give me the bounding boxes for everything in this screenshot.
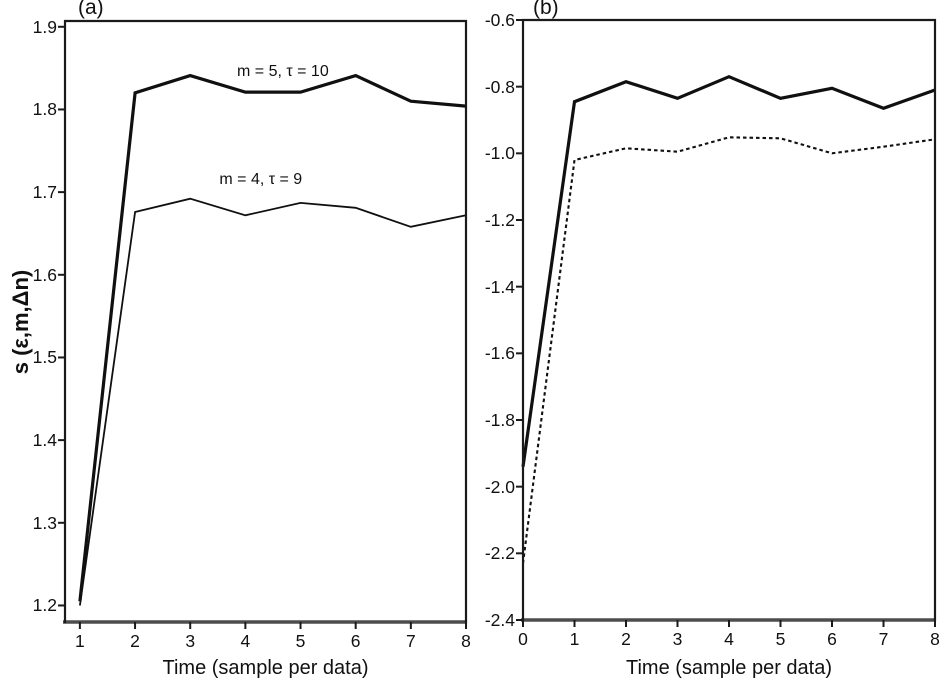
series-line-dashed-panel-b	[521, 136, 936, 564]
series-line-solid-thick-panel-b	[521, 74, 936, 467]
x-tick-label: 1	[75, 631, 85, 651]
y-tick-label: 1.3	[32, 512, 57, 533]
panel-b-label: (b)	[533, 0, 559, 19]
x-tick-label: 5	[775, 629, 786, 649]
y-tick-label: 1.4	[32, 430, 57, 451]
y-tick-label: -1.0	[484, 143, 515, 164]
x-tick-label: 8	[930, 629, 940, 649]
y-tick-label: -2.2	[484, 543, 515, 564]
series-label-m5-t10: m = 5, τ = 10	[237, 63, 329, 81]
x-tick-label: 2	[621, 629, 631, 649]
x-tick-label: 7	[405, 631, 416, 651]
x-tick-label: 8	[461, 631, 471, 651]
y-tick-label: -0.6	[484, 10, 515, 30]
y-tick-label: -0.8	[484, 76, 515, 97]
series-label-m4-t9: m = 4, τ = 9	[219, 170, 303, 188]
y-tick-label: -2.4	[484, 610, 515, 630]
y-tick-label: -1.6	[484, 343, 515, 364]
panel-a-label: (a)	[78, 0, 104, 19]
x-tick-label: 2	[130, 631, 140, 651]
x-tick-label: 3	[672, 629, 683, 649]
series-line-solid-thin-panel-a	[79, 197, 467, 606]
x-tick-label: 5	[295, 631, 306, 651]
y-tick-label: -1.2	[484, 210, 515, 230]
y-tick-label: -1.4	[484, 276, 515, 297]
y-tick-label: -2.0	[484, 476, 515, 497]
x-tick-label: 6	[827, 629, 837, 649]
panel-frame	[521, 18, 937, 622]
y-tick-label: -1.8	[484, 410, 515, 430]
y-axis-title: s (ε,m,Δn)	[8, 269, 33, 375]
y-tick-label: 1.8	[32, 99, 57, 120]
x-tick-label: 4	[240, 631, 251, 651]
x-tick-label: 6	[350, 631, 361, 651]
x-tick-label: 7	[878, 629, 889, 649]
panel-frame	[63, 19, 468, 624]
x-tick-label: 0	[518, 629, 528, 649]
series-line-solid-thick-panel-a	[78, 73, 467, 602]
x-tick-label: 1	[569, 629, 580, 649]
x-tick-label: 4	[724, 629, 734, 649]
x-axis-title-a: Time (sample per data)	[162, 657, 369, 679]
x-tick-label: 3	[185, 631, 196, 651]
y-tick-label: 1.9	[32, 16, 57, 37]
y-tick-label: 1.2	[32, 595, 57, 616]
y-tick-label: 1.5	[32, 347, 57, 368]
y-tick-label: 1.6	[32, 264, 57, 285]
y-tick-label: 1.7	[32, 182, 57, 203]
x-axis-title-b: Time (sample per data)	[626, 657, 832, 679]
